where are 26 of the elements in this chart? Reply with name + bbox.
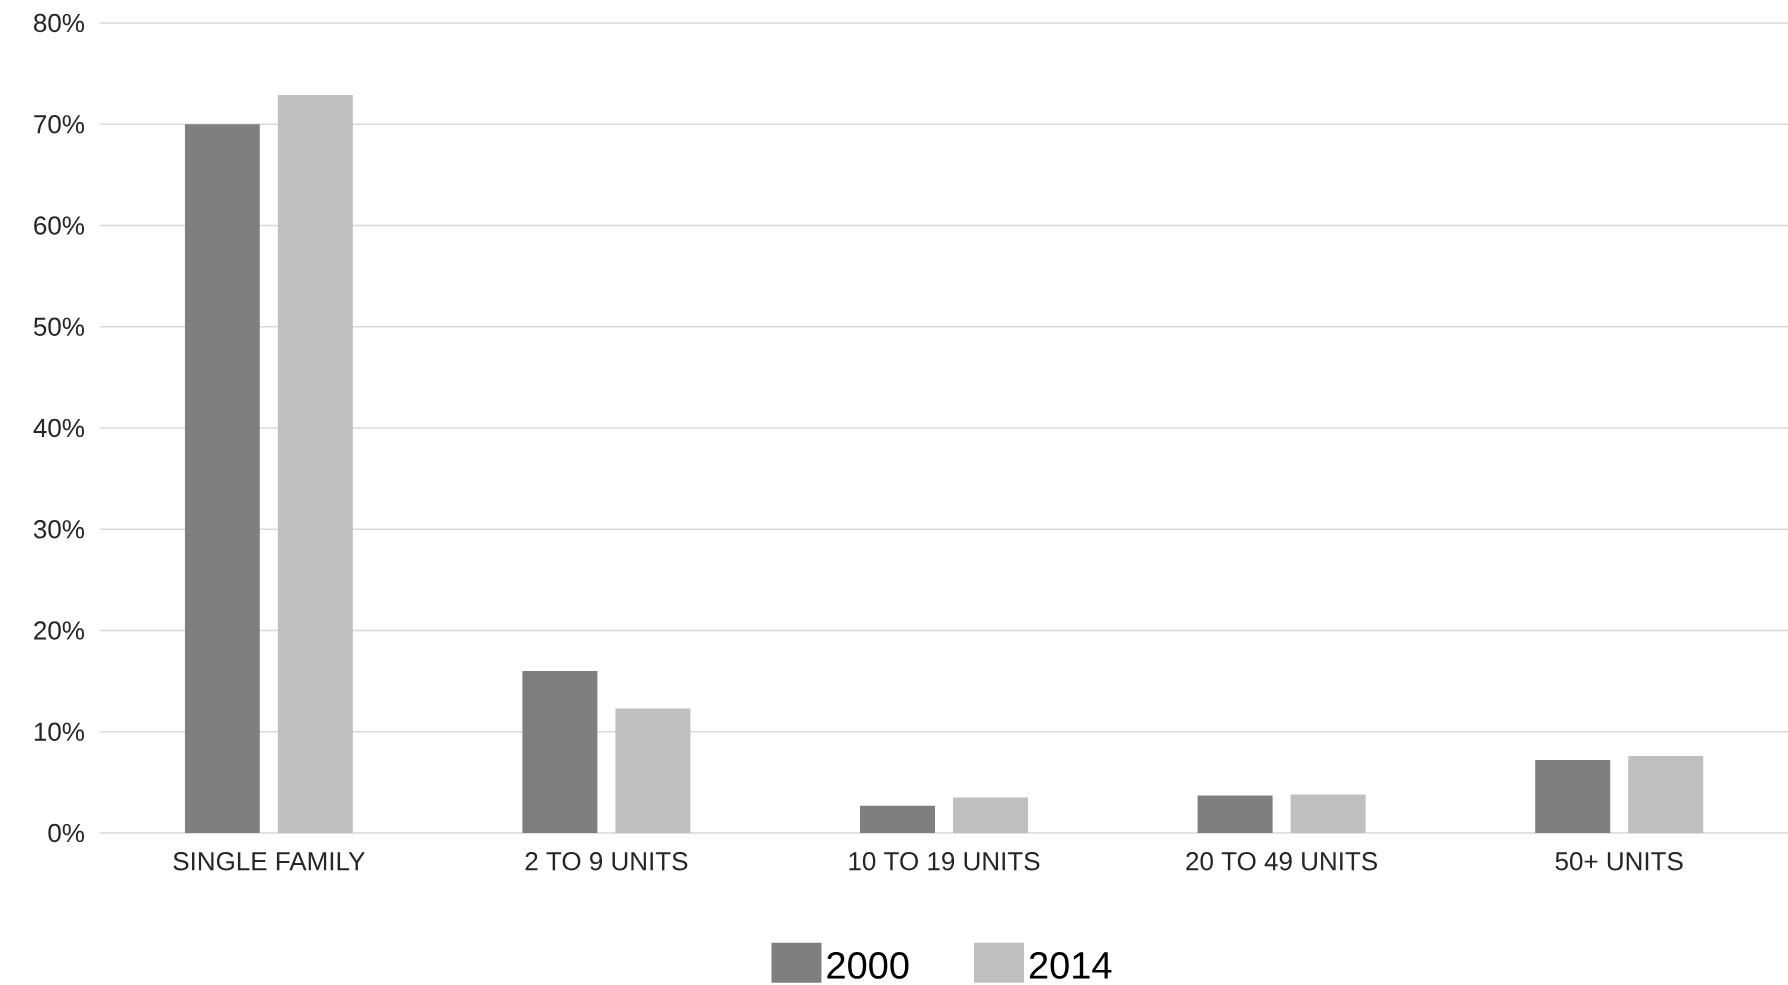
x-tick-label: 20 TO 49 UNITS xyxy=(1186,852,1377,871)
y-tick-label: 60% xyxy=(34,216,85,235)
x-tick-label: SINGLE FAMILY xyxy=(173,852,365,871)
y-tick-label: 40% xyxy=(33,418,85,438)
bar xyxy=(277,94,353,833)
legend-label: 2014 xyxy=(1029,951,1112,979)
y-tick-label: 0% xyxy=(48,823,85,843)
y-tick-label: 50% xyxy=(33,317,85,336)
x-tick-label: 50+ UNITS xyxy=(1555,852,1683,871)
bar xyxy=(953,797,1028,833)
bar xyxy=(1290,794,1366,833)
y-tick-label: 80% xyxy=(34,13,85,33)
bar xyxy=(1535,760,1611,833)
bar xyxy=(522,671,598,833)
legend-label: 2000 xyxy=(827,951,909,979)
bar xyxy=(860,805,935,833)
x-tick-label: 2 TO 9 UNITS xyxy=(525,852,688,871)
y-tick-label: 70% xyxy=(34,115,85,134)
bar xyxy=(615,708,691,833)
bar xyxy=(1628,756,1704,833)
y-tick-label: 10% xyxy=(34,722,85,741)
x-tick-label: 10 TO 19 UNITS xyxy=(849,852,1040,871)
bar xyxy=(1197,795,1273,833)
bar xyxy=(184,124,260,833)
y-tick-label: 20% xyxy=(34,621,85,640)
y-tick-label: 30% xyxy=(33,520,85,539)
